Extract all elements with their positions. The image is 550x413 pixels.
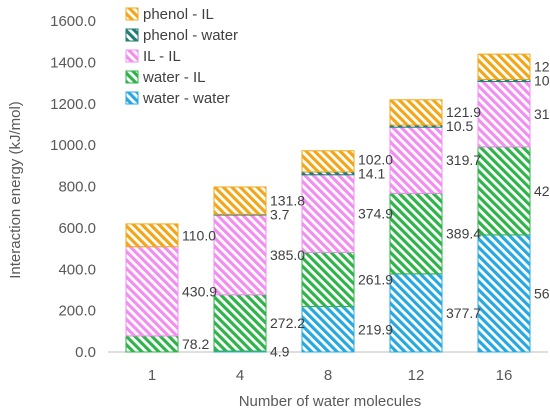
y-tick-label: 1600.0 [50,13,96,30]
data-label: 430.9 [182,283,217,299]
data-label: 425.8 [534,183,550,199]
bar-segment [213,294,267,352]
legend-swatch [125,28,139,42]
y-tick-label: 600.0 [58,220,96,237]
data-label: 374.9 [358,206,393,222]
legend-label: phenol - water [143,27,238,44]
x-tick-label: 12 [408,367,425,384]
y-tick-label: 1200.0 [50,96,96,113]
bar-segment [301,306,355,353]
x-tick-label: 4 [236,367,244,384]
data-label: 110.0 [182,227,216,243]
y-axis-title: Interaction energy (kJ/mol) [7,101,24,279]
y-tick-label: 400.0 [58,261,96,278]
data-label: 385.0 [270,247,305,263]
data-label: 131.8 [270,193,305,209]
data-label: 272.2 [270,315,305,331]
legend-label: water - IL [142,69,206,86]
bar-segment [477,234,531,353]
y-tick-label: 1000.0 [50,137,96,154]
bar-segment [389,273,443,353]
x-tick-label: 8 [324,367,332,384]
bar-segment [301,251,355,308]
bar-segment [301,174,355,253]
bar-segment [477,146,531,236]
data-label: 78.2 [182,336,209,352]
data-label: 102.0 [358,151,393,167]
y-tick-label: 200.0 [58,303,96,320]
data-label: 315.4 [534,106,550,122]
x-axis-title: Number of water molecules [239,393,422,410]
bar-segment [125,223,179,248]
legend-swatch [125,91,139,105]
legend-swatch [125,7,139,21]
x-tick-label: 16 [496,367,513,384]
legend-label: phenol - IL [143,6,214,23]
bar-segment [125,246,179,337]
y-tick-label: 800.0 [58,179,96,196]
bar-segment [213,214,267,296]
bar-segment [125,335,179,353]
data-label: 10.5 [446,118,473,134]
legend-swatch [125,49,139,63]
data-label: 261.9 [358,271,393,287]
data-label: 4.9 [270,343,290,359]
bar-segment [389,192,443,275]
legend-label: water - water [142,90,230,107]
data-label: 122.1 [534,58,550,74]
bar-segment [301,150,355,173]
data-label: 319.7 [446,152,481,168]
bar-segment [477,81,531,148]
x-tick-label: 1 [148,367,156,384]
data-label: 3.7 [270,207,290,223]
y-tick-label: 1400.0 [50,54,96,71]
bar-segment [389,99,443,126]
data-label: 10.3 [534,72,550,88]
bar-segment [477,53,531,80]
legend-label: IL - IL [143,48,181,65]
bar-segment [213,186,267,215]
y-tick-label: 0.0 [75,344,96,361]
data-label: 377.7 [446,305,481,321]
data-label: 566.2 [534,285,550,301]
legend-swatch [125,70,139,84]
data-label: 14.1 [358,165,385,181]
data-label: 121.9 [446,104,481,120]
bar-segment [389,126,443,194]
data-label: 389.4 [446,226,481,242]
data-label: 219.9 [358,321,393,337]
